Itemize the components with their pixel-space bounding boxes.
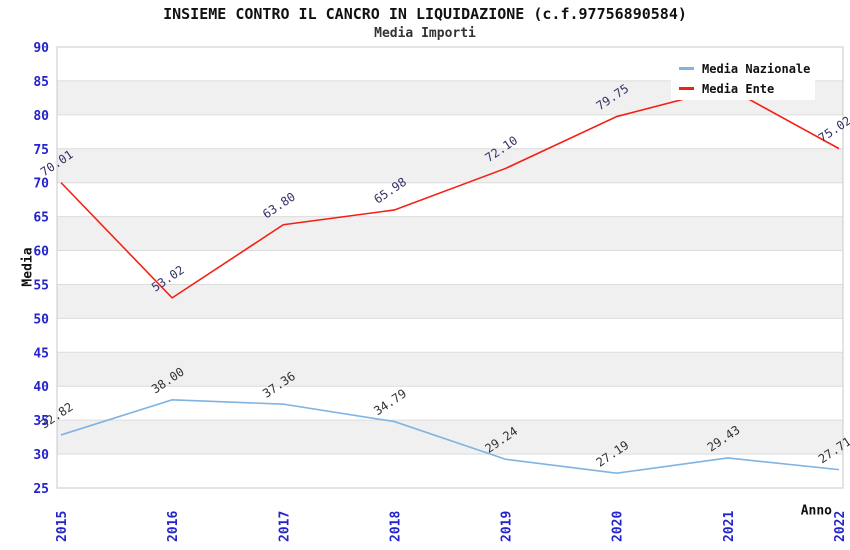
y-tick-label: 35 <box>33 414 49 429</box>
y-tick-label: 75 <box>33 143 49 158</box>
plot-band <box>57 454 843 488</box>
y-tick-label: 30 <box>33 448 49 463</box>
legend-label-media-nazionale: Media Nazionale <box>702 61 811 76</box>
x-tick-label: 2021 <box>722 511 737 542</box>
y-tick-label: 80 <box>33 109 49 124</box>
plot-band <box>57 216 843 251</box>
y-tick-label: 50 <box>33 312 49 327</box>
legend-item-media-nazionale: Media Nazionale <box>671 62 815 76</box>
x-tick-label: 2016 <box>166 511 181 542</box>
y-tick-label: 60 <box>33 245 49 260</box>
plot-band <box>57 250 843 285</box>
plot-band <box>57 114 843 149</box>
x-tick-label: 2022 <box>833 511 848 542</box>
legend-label-media-ente: Media Ente <box>702 81 775 96</box>
y-tick-label: 25 <box>33 482 49 497</box>
y-tick-label: 40 <box>33 380 49 395</box>
plot-band <box>57 420 843 455</box>
x-tick-label: 2017 <box>277 511 292 542</box>
x-axis-title: Anno <box>800 503 832 519</box>
x-tick-label: 2020 <box>611 511 626 542</box>
legend-swatch-media-ente-icon <box>679 87 694 90</box>
x-tick-label: 2019 <box>500 511 515 542</box>
plot-band <box>57 182 843 217</box>
x-tick-label: 2015 <box>55 511 70 542</box>
plot-band <box>57 352 843 387</box>
x-tick-label: 2018 <box>388 511 403 542</box>
plot-band <box>57 148 843 183</box>
y-tick-label: 65 <box>33 211 49 226</box>
y-tick-label: 45 <box>33 346 49 361</box>
plot-band <box>57 284 843 319</box>
series-line-media-nazionale <box>60 398 840 474</box>
y-tick-label: 55 <box>33 278 49 293</box>
legend-swatch-media-nazionale-icon <box>679 67 694 70</box>
chart-subtitle: Media Importi <box>374 26 476 41</box>
y-tick-label: 85 <box>33 75 49 90</box>
plot-border <box>56 46 844 489</box>
legend-item-media-ente: Media Ente <box>671 82 815 96</box>
y-tick-label: 70 <box>33 177 49 192</box>
chart-title: INSIEME CONTRO IL CANCRO IN LIQUIDAZIONE… <box>163 5 687 23</box>
y-axis-title: Media <box>20 247 36 287</box>
legend: Media Nazionale Media Ente <box>671 57 815 100</box>
plot-band <box>57 386 843 421</box>
y-tick-label: 90 <box>33 41 49 56</box>
plot-band <box>57 318 843 353</box>
